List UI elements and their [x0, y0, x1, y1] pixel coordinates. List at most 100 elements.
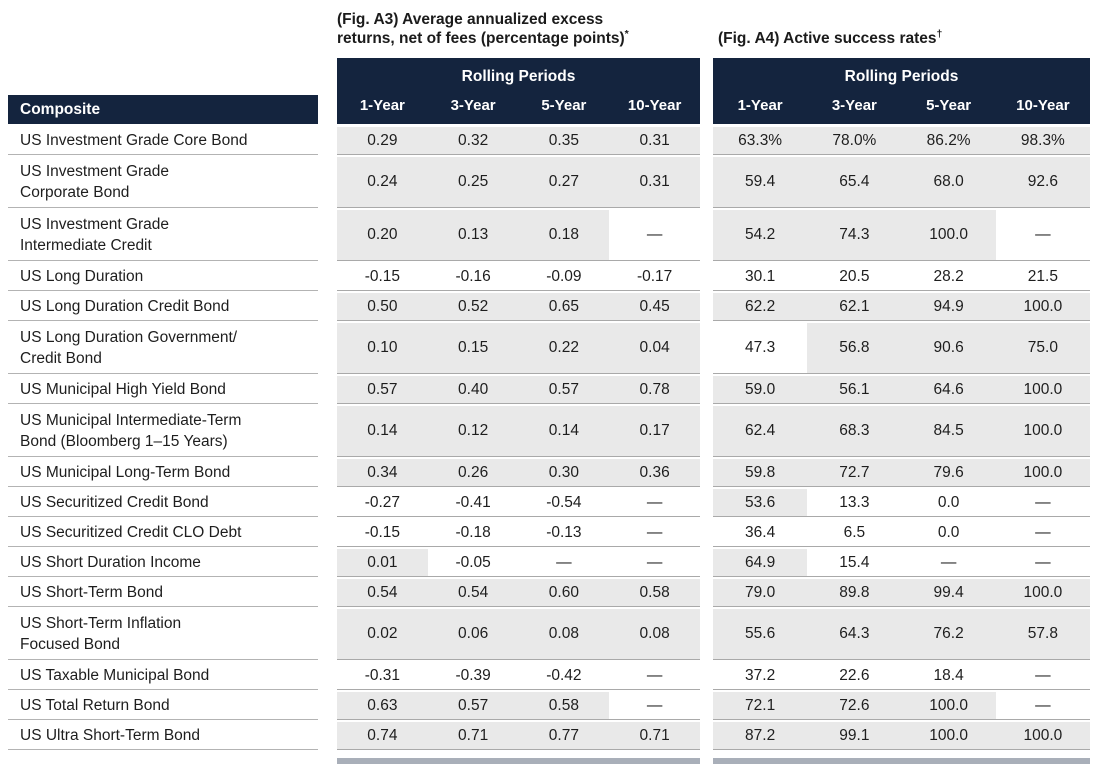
excess-return-cell: — — [609, 519, 700, 547]
excess-return-cell: 0.20 — [337, 210, 428, 261]
excess-returns-values: 0.10 0.15 0.22 0.04 — [337, 323, 700, 374]
excess-return-cell: 0.27 — [518, 157, 610, 208]
excess-return-cell: 0.26 — [427, 459, 519, 487]
composite-name: US Investment Grade Core Bond — [8, 127, 318, 155]
excess-return-cell: 0.58 — [518, 692, 610, 720]
excess-return-cell: 0.58 — [609, 579, 700, 607]
success-rates-values: 64.9 15.4— — — [713, 549, 1090, 577]
success-rate-cell: 47.3 — [713, 323, 808, 374]
excess-return-cell: — — [518, 549, 610, 577]
success-rate-cell: 54.2 — [713, 210, 808, 261]
table-row: US Total Return Bond 0.63 0.57 0.58—72.1 72.… — [8, 692, 1100, 720]
excess-return-cell: 0.78 — [609, 376, 700, 404]
column-header-5-year: 5-Year — [541, 97, 587, 114]
composite-name: US Investment Grade Intermediate Credit — [8, 210, 318, 261]
excess-return-cell: -0.16 — [427, 263, 519, 291]
success-rate-cell: 15.4 — [807, 549, 902, 577]
success-rate-cell: 100.0 — [995, 722, 1090, 750]
success-rate-cell: 92.6 — [995, 157, 1090, 208]
composite-name: US Total Return Bond — [8, 692, 318, 720]
success-rate-cell: — — [995, 549, 1090, 577]
success-rate-cell: 59.0 — [713, 376, 808, 404]
excess-returns-values: 0.57 0.40 0.57 0.78 — [337, 376, 700, 404]
success-rate-cell: 64.3 — [807, 609, 902, 660]
fig-a3-title-line2: returns, net of fees (percentage points) — [337, 30, 625, 47]
table-row: US Short Duration Income 0.01 -0.05— — 64.9 1… — [8, 549, 1100, 577]
excess-return-cell: 0.57 — [427, 692, 519, 720]
excess-return-cell: -0.39 — [427, 662, 519, 690]
fig-a4-title: (Fig. A4) Active success rates† — [713, 29, 942, 48]
success-rate-cell: 79.0 — [713, 579, 808, 607]
excess-returns-values: 0.02 0.06 0.08 0.08 — [337, 609, 700, 660]
excess-return-cell: 0.31 — [609, 157, 700, 208]
excess-return-cell: -0.15 — [337, 519, 428, 547]
excess-return-cell: 0.18 — [518, 210, 610, 261]
excess-return-cell: 0.65 — [518, 293, 610, 321]
success-rate-cell: 100.0 — [901, 692, 996, 720]
excess-return-cell: 0.30 — [518, 459, 610, 487]
success-rate-cell: 100.0 — [995, 293, 1090, 321]
success-rates-values: 47.3 56.8 90.6 75.0 — [713, 323, 1090, 374]
composite-name: US Taxable Municipal Bond — [8, 662, 318, 690]
fig-a3-title-line1: (Fig. A3) Average annualized excess — [337, 11, 604, 28]
excess-return-cell: 0.10 — [337, 323, 428, 374]
table-row: US Municipal Intermediate-Term Bond (Bloo… — [8, 406, 1100, 457]
excess-return-cell: 0.14 — [337, 406, 428, 457]
excess-return-cell: 0.32 — [427, 127, 519, 155]
success-rate-cell: 64.6 — [901, 376, 996, 404]
fig-a3-period-columns: 1-Year 3-Year 5-Year 10-Year — [337, 92, 700, 124]
excess-return-cell: -0.09 — [518, 263, 610, 291]
success-rates-values: 62.4 68.3 84.5 100.0 — [713, 406, 1090, 457]
success-rates-values: 53.6 13.3 0.0— — [713, 489, 1090, 517]
excess-returns-values: 0.50 0.52 0.65 0.45 — [337, 293, 700, 321]
column-header-3-year: 3-Year — [450, 97, 496, 114]
excess-returns-values: 0.20 0.13 0.18— — [337, 210, 700, 261]
success-rate-cell: 87.2 — [713, 722, 808, 750]
excess-returns-values: 0.01 -0.05— — — [337, 549, 700, 577]
table-row: US Long Duration Government/Credit Bond 0… — [8, 323, 1100, 374]
excess-return-cell: — — [609, 692, 700, 720]
success-rates-values: 63.3% 78.0% 86.2% 98.3% — [713, 127, 1090, 155]
success-rate-cell: 68.3 — [807, 406, 902, 457]
excess-return-cell: 0.15 — [427, 323, 519, 374]
column-header-10-year: 10-Year — [1016, 97, 1070, 114]
composite-name: US Long Duration — [8, 263, 318, 291]
success-rate-cell: 62.2 — [713, 293, 808, 321]
excess-returns-values: 0.14 0.12 0.14 0.17 — [337, 406, 700, 457]
fig-a3-column-headers: Rolling Periods 1-Year 3-Year 5-Year 10-Yea… — [337, 58, 700, 124]
fig-a4-title-text: (Fig. A4) Active success rates — [718, 30, 937, 47]
success-rate-cell: 6.5 — [807, 519, 902, 547]
success-rate-cell: 65.4 — [807, 157, 902, 208]
excess-return-cell: 0.57 — [337, 376, 428, 404]
excess-returns-values: 0.29 0.32 0.35 0.31 — [337, 127, 700, 155]
success-rate-cell: 64.9 — [713, 549, 808, 577]
success-rate-cell: 75.0 — [995, 323, 1090, 374]
excess-return-cell: — — [609, 662, 700, 690]
excess-returns-values: 0.74 0.71 0.77 0.71 — [337, 722, 700, 750]
excess-return-cell: — — [609, 210, 700, 261]
column-header-10-year: 10-Year — [627, 97, 682, 114]
excess-return-cell: 0.08 — [518, 609, 610, 660]
excess-return-cell: -0.54 — [518, 489, 610, 517]
excess-return-cell: 0.02 — [337, 609, 428, 660]
success-rate-cell: 94.9 — [901, 293, 996, 321]
success-rate-cell: 100.0 — [995, 406, 1090, 457]
table-footer — [8, 758, 1100, 764]
success-rate-cell: 57.8 — [995, 609, 1090, 660]
table-row: US Short-Term Inflation Focused Bond 0.02 0… — [8, 609, 1100, 660]
column-header-1-year: 1-Year — [737, 97, 783, 114]
success-rate-cell: 28.2 — [901, 263, 996, 291]
success-rate-cell: 72.1 — [713, 692, 808, 720]
success-rate-cell: 30.1 — [713, 263, 808, 291]
excess-return-cell: 0.24 — [337, 157, 428, 208]
success-rate-cell: 56.8 — [807, 323, 902, 374]
success-rate-cell: 98.3% — [995, 127, 1090, 155]
composite-name: US Short Duration Income — [8, 549, 318, 577]
excess-return-cell: 0.08 — [609, 609, 700, 660]
excess-return-cell: 0.14 — [518, 406, 610, 457]
success-rate-cell: 20.5 — [807, 263, 902, 291]
table-row: US Investment Grade Intermediate Credit 0.… — [8, 210, 1100, 261]
table-body: US Investment Grade Core Bond 0.29 0.32 0.3… — [8, 127, 1100, 750]
excess-return-cell: 0.29 — [337, 127, 428, 155]
